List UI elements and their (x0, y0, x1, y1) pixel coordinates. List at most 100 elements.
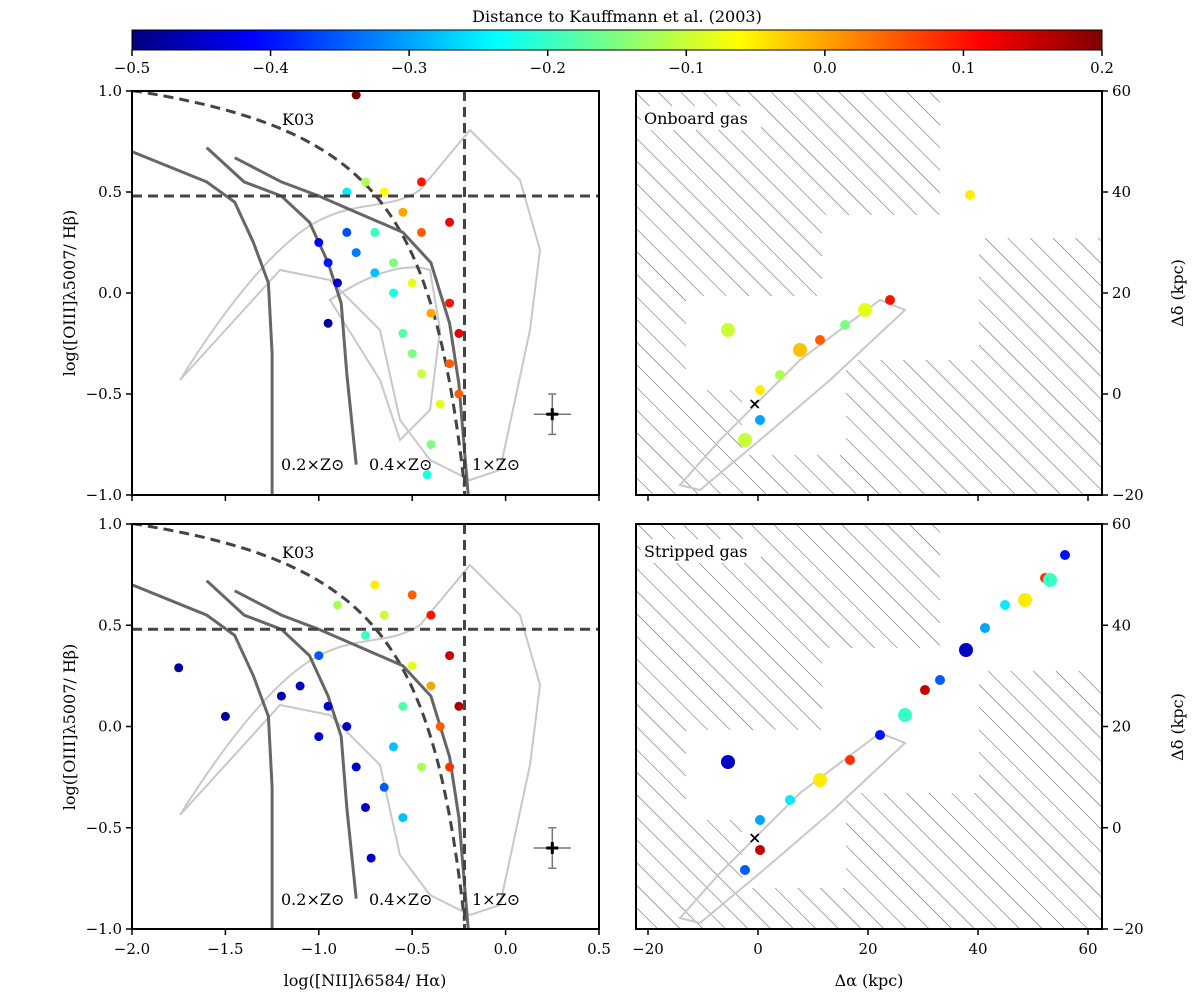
x-tick-label: −20 (632, 940, 664, 958)
bpt-data-point (398, 701, 408, 711)
gas-emission-knot (813, 773, 827, 787)
bpt-data-point (323, 701, 333, 711)
gas-emission-knot (920, 685, 930, 695)
gas-emission-knot (1018, 593, 1032, 607)
y-tick-label: 20 (1112, 284, 1131, 302)
bpt-data-point (398, 207, 408, 217)
y-tick-label: 0.5 (98, 183, 122, 201)
x-tick-label: 60 (1078, 940, 1097, 958)
map-panel-top: × Onboard gas 60 40 20 0 −20 Δδ (kpc) (635, 82, 1187, 504)
sdss-density-contour (179, 128, 542, 482)
metallicity-track-0 (132, 150, 274, 495)
gas-emission-knot (755, 415, 765, 425)
y-tick-label: 0.0 (98, 284, 122, 302)
map-bottom-ylabel: Δδ (kpc) (1168, 693, 1187, 761)
sdss-density-contour (179, 563, 542, 917)
bpt-data-point (379, 187, 389, 197)
gas-emission-knot (755, 845, 765, 855)
bpt-data-point (445, 651, 455, 661)
y-tick-label: 0 (1112, 385, 1122, 403)
bpt-panel-top: K03 0.2×Z⊙ 0.4×Z⊙ 1×Z⊙ 1.0 0.5 0.0 −0.5 −1.0… (60, 82, 600, 504)
metallicity-label-1: 1×Z⊙ (472, 455, 520, 474)
x-tick-label: 0 (753, 940, 763, 958)
y-tick-label: 0 (1112, 819, 1122, 837)
metallicity-track-2 (234, 589, 470, 929)
bpt-data-point (370, 580, 380, 590)
bpt-data-point (361, 177, 370, 187)
gas-emission-knot (1060, 550, 1070, 560)
x-tick-label: 40 (968, 940, 987, 958)
sdss-density-contour-inner (328, 266, 442, 442)
metallicity-label-0.2: 0.2×Z⊙ (281, 455, 344, 474)
bpt-data-point (426, 440, 436, 449)
y-tick-label: 1.0 (98, 515, 122, 533)
bpt-data-point (389, 258, 398, 268)
gas-emission-knot (885, 295, 895, 305)
gas-emission-knot (965, 190, 975, 200)
y-tick-label: −1.0 (86, 486, 122, 504)
bpt-data-point (361, 803, 370, 812)
gas-emission-knot (898, 708, 912, 722)
bpt-data-point (342, 227, 352, 237)
k03-demarcation-curve (132, 91, 466, 487)
x-tick-label: −0.5 (394, 940, 430, 958)
bpt-data-point (407, 590, 417, 600)
bpt-data-point (422, 470, 432, 480)
metallicity-track-1 (205, 579, 358, 899)
metallicity-track-0 (132, 583, 274, 929)
gas-emission-knot (980, 623, 990, 633)
y-tick-label: −20 (1112, 920, 1144, 938)
gas-emission-knot (755, 815, 765, 825)
bpt-data-point (220, 711, 230, 721)
y-tick-label: 40 (1112, 616, 1131, 634)
metallicity-label-0.4: 0.4×Z⊙ (369, 890, 432, 909)
bpt-data-point (351, 248, 361, 258)
bpt-data-point (351, 91, 361, 100)
bpt-data-point (342, 187, 352, 197)
x-tick-label: 0.0 (494, 940, 518, 958)
gas-emission-knot (740, 865, 750, 875)
bpt-data-point (342, 722, 352, 731)
galaxy-center-marker: × (748, 828, 761, 847)
colorbar-tick-label: −0.3 (391, 59, 427, 77)
k03-demarcation-curve (132, 524, 466, 921)
bpt-data-point (333, 278, 342, 288)
bpt-data-point (417, 177, 426, 187)
bpt-data-point (426, 308, 436, 318)
y-tick-label: −0.5 (86, 819, 122, 837)
x-tick-label: 20 (858, 940, 877, 958)
colorbar-tick-label: 0.1 (951, 59, 975, 77)
colorbar-tick-label: 0.2 (1090, 59, 1114, 77)
bpt-data-point (389, 288, 398, 298)
bpt-data-point (445, 298, 455, 308)
bpt-data-point (445, 359, 455, 369)
bpt-panel-bottom: K03 0.2×Z⊙ 0.4×Z⊙ 1×Z⊙ 1.0 0.5 0.0 −0.5 −1.0… (60, 515, 611, 990)
k03-curve-label: K03 (282, 543, 314, 562)
y-tick-label: 0.0 (98, 718, 122, 736)
bpt-data-point (407, 278, 417, 288)
gas-emission-knot (845, 755, 855, 765)
bpt-data-point (417, 762, 426, 772)
metallicity-label-0.2: 0.2×Z⊙ (281, 890, 344, 909)
bpt-data-point (323, 258, 333, 268)
bpt-top-axes-frame (131, 90, 600, 496)
bpt-data-point (379, 610, 389, 620)
bpt-data-point (276, 691, 286, 701)
gas-emission-knot (785, 795, 795, 805)
bpt-data-point (454, 701, 464, 711)
gas-emission-knot (721, 323, 735, 337)
bpt-data-point (370, 227, 380, 237)
bpt-data-point (351, 762, 361, 772)
x-tick-label: −2.0 (114, 940, 150, 958)
bpt-data-point (454, 328, 464, 338)
map-bottom-title: Stripped gas (644, 542, 747, 561)
y-tick-label: 60 (1112, 82, 1131, 100)
colorbar-tick-label: −0.1 (668, 59, 704, 77)
bpt-top-ylabel: log([OIII]λ5007/ Hβ) (60, 210, 79, 377)
bpt-data-point (295, 681, 305, 691)
gas-emission-knot (959, 643, 973, 657)
map-top-title: Onboard gas (644, 109, 748, 128)
bpt-data-point (314, 238, 324, 247)
gas-emission-knot (755, 385, 765, 395)
